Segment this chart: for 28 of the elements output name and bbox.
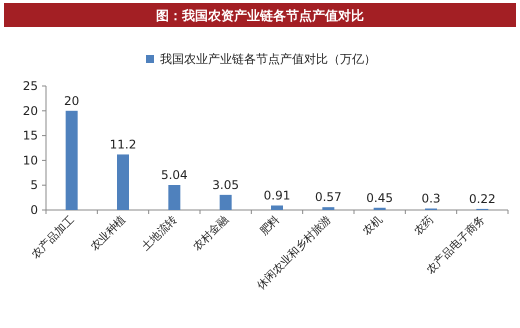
x-tick-label: 土地流转 <box>139 212 180 254</box>
bar <box>220 194 232 210</box>
bar <box>271 205 283 210</box>
data-label: 0.91 <box>264 188 290 202</box>
x-tick-label: 农业种植 <box>88 212 128 254</box>
bar <box>168 185 180 210</box>
data-label: 0.57 <box>314 190 342 204</box>
data-label: 11.2 <box>110 137 136 152</box>
data-label: 3.05 <box>212 178 240 192</box>
x-tick-label: 肥料 <box>257 212 282 238</box>
x-tick-label: 农村金融 <box>190 212 231 254</box>
bar <box>117 154 129 210</box>
y-tick-label: 10 <box>22 153 38 168</box>
data-label: 20 <box>64 94 80 108</box>
y-tick-label: 25 <box>22 79 38 93</box>
y-tick-label: 5 <box>30 178 38 192</box>
y-tick-label: 20 <box>22 104 38 118</box>
x-tick-label: 农药 <box>411 212 436 238</box>
x-tick-label: 农机 <box>360 212 385 238</box>
data-label: 5.04 <box>160 168 188 182</box>
legend-label: 我国农业产业链各节点产值对比（万亿） <box>160 52 376 66</box>
y-tick-label: 15 <box>22 128 38 143</box>
data-label: 0.45 <box>366 190 394 205</box>
bar <box>66 110 78 210</box>
chart-title: 图：我国农资产业链各节点产值对比 <box>156 8 364 24</box>
data-label: 0.3 <box>421 192 441 206</box>
data-label: 0.22 <box>468 192 496 206</box>
bar <box>322 207 334 210</box>
